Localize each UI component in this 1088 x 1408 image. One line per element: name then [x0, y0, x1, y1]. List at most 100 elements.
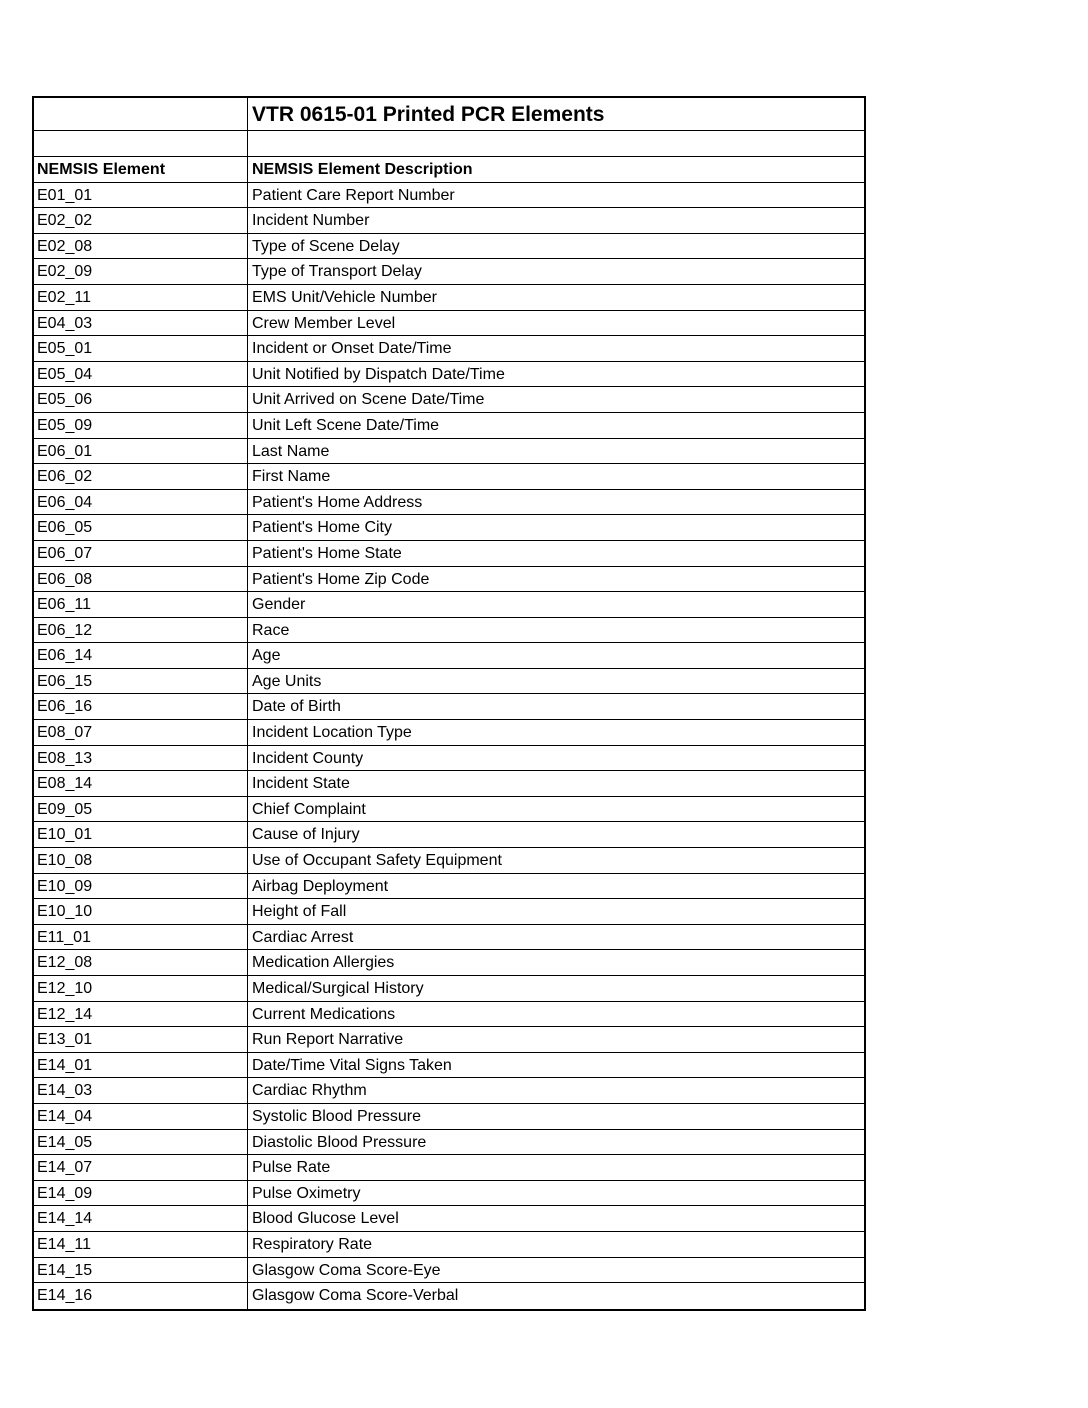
element-id-cell: E10_09	[34, 873, 248, 899]
element-description-cell: Date/Time Vital Signs Taken	[252, 1056, 452, 1074]
table-row: E12_10 Medical/Surgical History	[34, 976, 864, 1002]
element-id-cell: E14_01	[34, 1052, 248, 1078]
table-row: E14_01 Date/Time Vital Signs Taken	[34, 1052, 864, 1079]
element-description-cell: Incident Number	[252, 212, 370, 230]
element-description-cell: Age	[252, 647, 281, 665]
title-row: VTR 0615-01 Printed PCR Elements	[34, 98, 864, 131]
element-id-cell: E02_08	[34, 233, 248, 259]
element-description-cell: Age Units	[252, 672, 322, 690]
header-row: NEMSIS Element NEMSIS Element Descriptio…	[34, 157, 864, 183]
element-description-cell: Pulse Rate	[252, 1159, 331, 1177]
element-id-cell: E08_14	[34, 771, 248, 796]
title-empty-cell	[34, 98, 248, 130]
element-id-cell: E10_10	[34, 899, 248, 924]
element-description-cell: Last Name	[252, 442, 330, 460]
element-description-cell: Patient Care Report Number	[252, 186, 455, 204]
element-id-cell: E10_01	[34, 822, 248, 848]
element-description-cell: Unit Notified by Dispatch Date/Time	[252, 365, 505, 383]
element-id-cell: E06_15	[34, 668, 248, 694]
element-description-cell: Gender	[252, 596, 306, 614]
table-row: E10_10 Height of Fall	[34, 899, 864, 925]
element-id-cell: E06_05	[34, 515, 248, 540]
element-description-cell: Patient's Home Address	[252, 493, 423, 511]
element-description-cell: Type of Transport Delay	[252, 263, 422, 281]
table-row: E08_07 Incident Location Type	[34, 720, 864, 746]
element-id-cell: E02_09	[34, 259, 248, 284]
element-id-cell: E14_04	[34, 1103, 248, 1129]
element-id-cell: E06_08	[34, 566, 248, 592]
element-id-cell: E05_09	[34, 412, 248, 438]
element-id-cell: E05_06	[34, 387, 248, 412]
element-id-cell: E12_08	[34, 950, 248, 975]
element-description-cell: Glasgow Coma Score-Verbal	[252, 1287, 459, 1305]
element-id-cell: E05_01	[34, 336, 248, 361]
element-description-cell: First Name	[252, 468, 331, 486]
table-row: E14_11 Respiratory Rate	[34, 1231, 864, 1258]
element-description-cell: Unit Left Scene Date/Time	[252, 416, 440, 434]
table-row: E01_01 Patient Care Report Number	[34, 182, 864, 209]
table-row: E09_05 Chief Complaint	[34, 796, 864, 823]
table-row: E12_08 Medication Allergies	[34, 950, 864, 976]
element-description-cell: Run Report Narrative	[252, 1031, 404, 1049]
element-description-cell: Height of Fall	[252, 903, 347, 921]
element-id-cell: E06_01	[34, 438, 248, 464]
table-row: E06_04 Patient's Home Address	[34, 489, 864, 516]
table-row: E02_08 Type of Scene Delay	[34, 233, 864, 260]
element-id-cell: E10_08	[34, 848, 248, 873]
element-id-cell: E04_03	[34, 310, 248, 336]
element-description-cell: Crew Member Level	[252, 314, 396, 332]
blank-cell	[34, 131, 248, 156]
table-row: E06_08 Patient's Home Zip Code	[34, 566, 864, 593]
table-row: E14_04 Systolic Blood Pressure	[34, 1103, 864, 1130]
table-row: E08_13 Incident County	[34, 745, 864, 772]
table-row: E05_01 Incident or Onset Date/Time	[34, 336, 864, 362]
element-id-cell: E14_11	[34, 1231, 248, 1257]
document-title: VTR 0615-01 Printed PCR Elements	[252, 103, 605, 126]
blank-cell	[248, 131, 864, 156]
table-row: E05_09 Unit Left Scene Date/Time	[34, 412, 864, 439]
table-row: E02_09 Type of Transport Delay	[34, 259, 864, 285]
element-description-cell: Respiratory Rate	[252, 1235, 373, 1253]
element-id-cell: E08_13	[34, 745, 248, 771]
element-id-cell: E06_14	[34, 643, 248, 668]
table-row: E14_09 Pulse Oximetry	[34, 1180, 864, 1207]
element-description-cell: Patient's Home Zip Code	[252, 570, 430, 588]
element-id-cell: E06_11	[34, 592, 248, 617]
element-description-cell: Patient's Home State	[252, 544, 402, 562]
element-description-cell: Patient's Home City	[252, 519, 392, 537]
table-row: E14_07 Pulse Rate	[34, 1155, 864, 1181]
table-row: E05_04 Unit Notified by Dispatch Date/Tim…	[34, 361, 864, 388]
element-id-cell: E14_05	[34, 1129, 248, 1155]
element-description-cell: Current Medications	[252, 1005, 396, 1023]
element-id-cell: E14_15	[34, 1257, 248, 1283]
table-row: E10_09 Airbag Deployment	[34, 873, 864, 900]
table-row: E04_03 Crew Member Level	[34, 310, 864, 337]
table-row: E02_11 EMS Unit/Vehicle Number	[34, 284, 864, 311]
element-id-cell: E02_02	[34, 208, 248, 233]
element-id-cell: E06_04	[34, 489, 248, 515]
table-row: E06_16 Date of Birth	[34, 694, 864, 721]
table-row: E14_05 Diastolic Blood Pressure	[34, 1129, 864, 1156]
element-id-cell: E14_09	[34, 1180, 248, 1206]
element-id-cell: E06_16	[34, 694, 248, 720]
element-description-cell: Glasgow Coma Score-Eye	[252, 1261, 441, 1279]
table-row: E14_14 Blood Glucose Level	[34, 1206, 864, 1232]
element-description-cell: Medication Allergies	[252, 954, 395, 972]
element-id-cell: E14_07	[34, 1155, 248, 1180]
element-id-cell: E08_07	[34, 720, 248, 745]
element-description-cell: Type of Scene Delay	[252, 237, 400, 255]
element-description-cell: Incident State	[252, 775, 350, 793]
table-row: E06_14 Age	[34, 643, 864, 669]
element-description-cell: EMS Unit/Vehicle Number	[252, 288, 437, 306]
element-description-cell: Incident Location Type	[252, 724, 412, 742]
element-id-cell: E06_02	[34, 464, 248, 489]
element-id-cell: E05_04	[34, 361, 248, 387]
element-description-cell: Cardiac Rhythm	[252, 1082, 367, 1100]
table-row: E14_03 Cardiac Rhythm	[34, 1078, 864, 1104]
table-body: E01_01 Patient Care Report Number E02_02 In…	[34, 182, 864, 1309]
element-id-cell: E14_14	[34, 1206, 248, 1231]
table-row: E06_01 Last Name	[34, 438, 864, 465]
element-description-cell: Blood Glucose Level	[252, 1210, 399, 1228]
element-description-cell: Cardiac Arrest	[252, 928, 354, 946]
element-description-cell: Date of Birth	[252, 698, 341, 716]
